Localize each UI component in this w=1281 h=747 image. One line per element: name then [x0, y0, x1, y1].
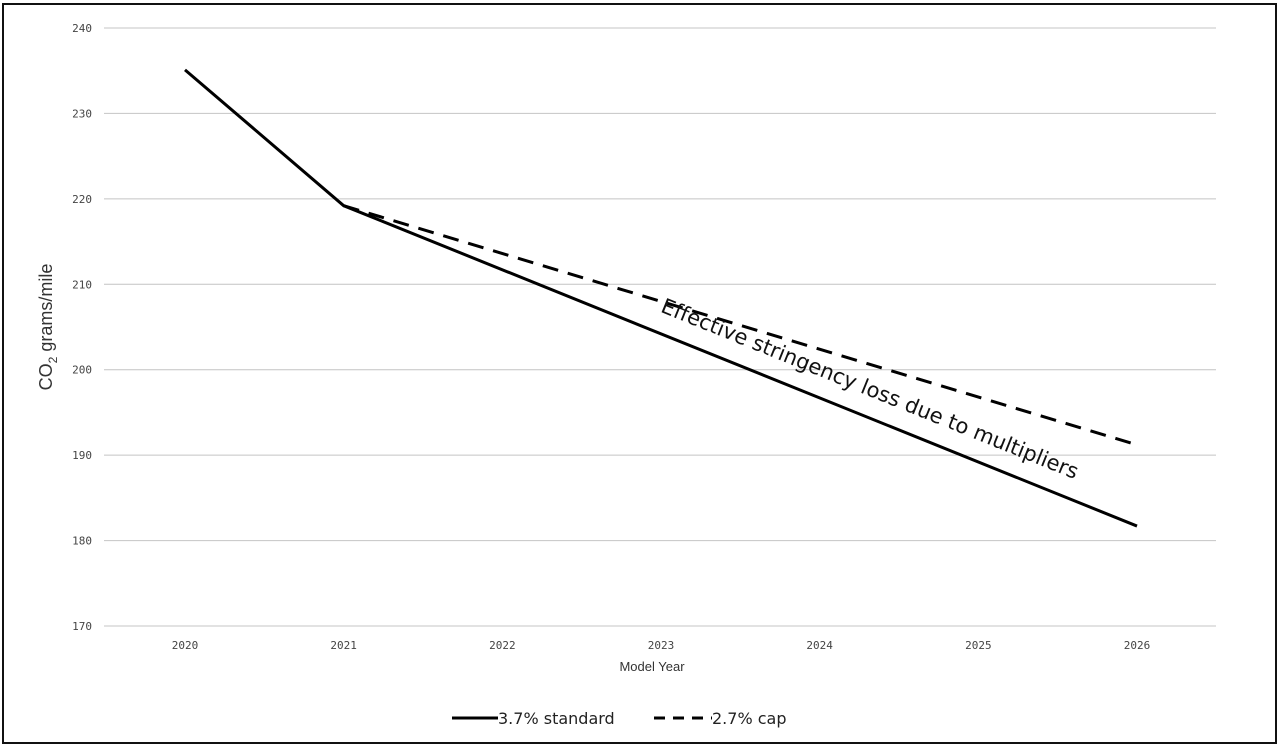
x-tick-label: 2026 [1124, 639, 1151, 652]
x-tick-labels: 2020 2021 2022 2023 2024 2025 2026 [172, 639, 1151, 652]
series-line-cap [343, 204, 1138, 447]
legend-label-cap: 2.7% cap [712, 709, 787, 728]
y-tick-label: 190 [72, 449, 92, 462]
series-line-standard [184, 68, 1138, 528]
legend-label-standard: 3.7% standard [498, 709, 615, 728]
x-tick-label: 2021 [330, 639, 357, 652]
y-tick-label: 180 [72, 535, 92, 548]
y-tick-labels: 170 180 190 200 210 220 230 240 [72, 22, 92, 633]
y-tick-label: 240 [72, 22, 92, 35]
y-tick-label: 170 [72, 620, 92, 633]
y-axis-title-subscript: 2 [46, 356, 60, 363]
x-tick-label: 2025 [965, 639, 992, 652]
x-tick-label: 2023 [648, 639, 675, 652]
gridlines [104, 27, 1216, 627]
x-tick-label: 2020 [172, 639, 199, 652]
x-tick-label: 2024 [806, 639, 833, 652]
y-axis-title-main: CO [36, 363, 56, 390]
y-tick-label: 200 [72, 364, 92, 377]
x-axis-title: Model Year [619, 659, 685, 674]
legend: 3.7% standard 2.7% cap [452, 709, 787, 728]
y-tick-label: 210 [72, 278, 92, 291]
y-tick-label: 230 [72, 107, 92, 120]
y-tick-label: 220 [72, 193, 92, 206]
y-axis-title-rest: grams/mile [36, 264, 56, 357]
chart-frame [2, 3, 1277, 744]
series-lines [184, 68, 1138, 528]
y-axis-title: CO2 grams/mile [36, 264, 60, 391]
x-tick-label: 2022 [489, 639, 516, 652]
